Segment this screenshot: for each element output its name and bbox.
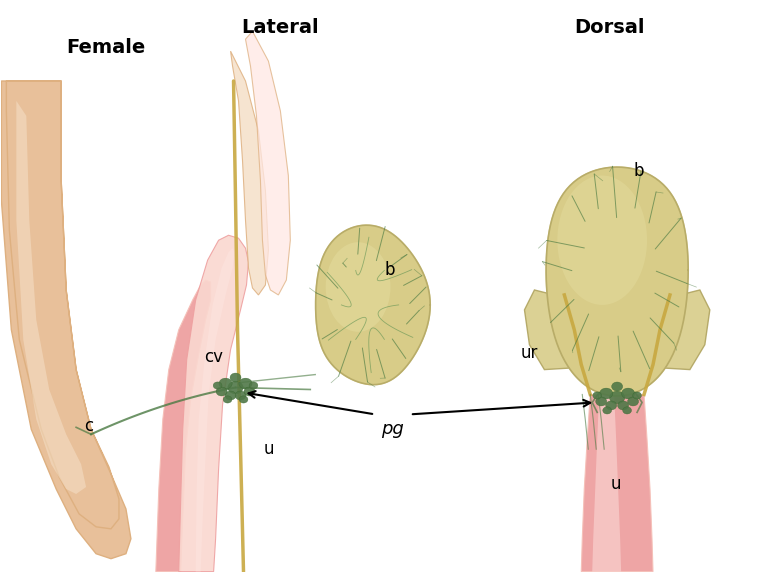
Ellipse shape — [225, 391, 236, 400]
Polygon shape — [156, 280, 211, 572]
Text: Dorsal: Dorsal — [574, 18, 644, 37]
Text: b: b — [634, 162, 644, 179]
Polygon shape — [581, 394, 653, 572]
Polygon shape — [2, 81, 131, 559]
Ellipse shape — [610, 391, 625, 404]
Ellipse shape — [223, 396, 232, 403]
Ellipse shape — [617, 401, 629, 410]
Polygon shape — [16, 101, 86, 494]
Ellipse shape — [593, 392, 601, 399]
Ellipse shape — [558, 175, 647, 305]
Ellipse shape — [627, 397, 639, 406]
Text: u: u — [611, 475, 621, 493]
Text: Lateral: Lateral — [241, 18, 319, 37]
Ellipse shape — [622, 388, 635, 399]
Ellipse shape — [623, 407, 632, 414]
Ellipse shape — [244, 387, 255, 396]
Text: pg: pg — [380, 420, 403, 438]
Ellipse shape — [213, 382, 222, 389]
Polygon shape — [179, 236, 248, 572]
Text: Female: Female — [66, 38, 145, 57]
Ellipse shape — [325, 242, 390, 332]
Polygon shape — [231, 51, 268, 295]
Ellipse shape — [235, 391, 246, 400]
Ellipse shape — [603, 407, 611, 414]
Ellipse shape — [633, 392, 642, 399]
Polygon shape — [592, 394, 621, 572]
Text: u: u — [263, 440, 274, 458]
Ellipse shape — [596, 397, 607, 406]
Ellipse shape — [600, 388, 613, 399]
Text: ur: ur — [521, 344, 538, 362]
Ellipse shape — [612, 382, 623, 391]
Ellipse shape — [249, 382, 258, 389]
Text: cv: cv — [204, 348, 223, 366]
Polygon shape — [546, 167, 688, 396]
Polygon shape — [316, 225, 430, 384]
Ellipse shape — [239, 396, 248, 403]
Ellipse shape — [228, 381, 243, 394]
Polygon shape — [653, 290, 710, 370]
Ellipse shape — [239, 378, 252, 389]
Text: b: b — [385, 261, 395, 279]
Ellipse shape — [216, 387, 227, 396]
Polygon shape — [196, 248, 235, 572]
Ellipse shape — [230, 373, 241, 382]
Text: c: c — [85, 417, 94, 435]
Ellipse shape — [219, 378, 232, 389]
Ellipse shape — [606, 401, 617, 410]
Polygon shape — [524, 290, 581, 370]
Polygon shape — [245, 32, 290, 295]
